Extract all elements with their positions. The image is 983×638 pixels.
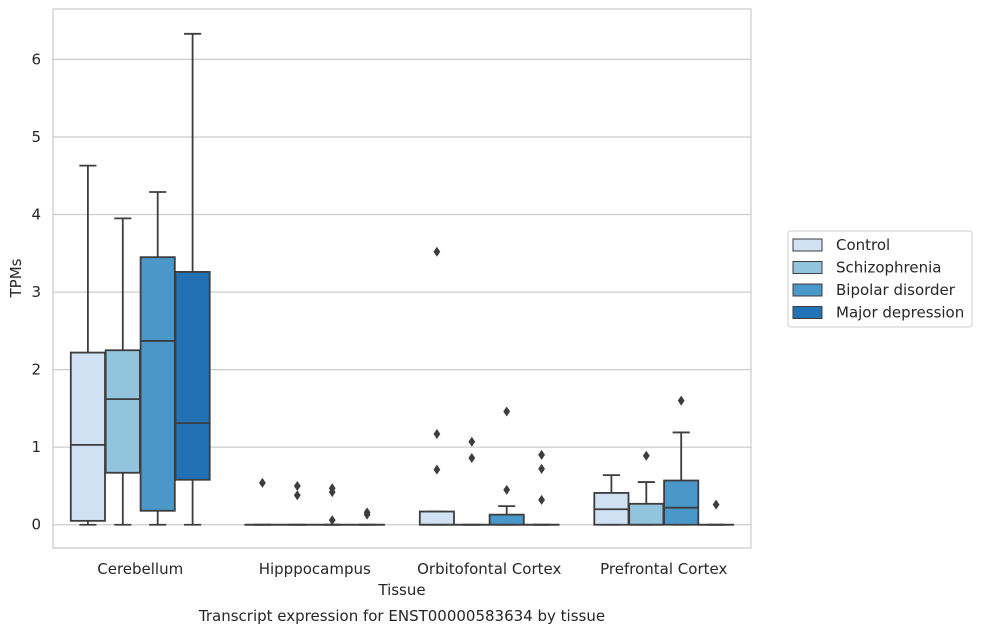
- x-tick-label: Hipppocampus: [259, 560, 371, 578]
- legend-label: Major depression: [836, 304, 964, 322]
- y-tick-label: 0: [31, 516, 41, 534]
- box: [420, 512, 454, 525]
- box: [490, 515, 524, 525]
- legend-swatch: [793, 239, 822, 251]
- x-tick-label: Cerebellum: [97, 560, 183, 578]
- x-axis-label: Tissue: [377, 581, 425, 599]
- box: [664, 481, 698, 525]
- legend-label: Control: [836, 236, 890, 254]
- legend-label: Bipolar disorder: [836, 281, 956, 299]
- y-axis-label: TPMs: [7, 258, 25, 298]
- legend-swatch: [793, 262, 822, 274]
- legend-label: Schizophrenia: [836, 259, 941, 277]
- box: [141, 257, 175, 511]
- y-tick-label: 2: [31, 361, 41, 379]
- x-tick-label: Prefrontal Cortex: [600, 560, 727, 578]
- box: [175, 272, 209, 480]
- box: [71, 353, 105, 521]
- y-tick-labels: 0 1 2 3 4 5 6: [31, 50, 41, 533]
- x-tick-labels: Cerebellum Hipppocampus Orbitofontal Corte…: [97, 560, 727, 578]
- chart-caption: Transcript expression for ENST0000058363…: [198, 607, 605, 625]
- y-tick-label: 4: [31, 206, 41, 224]
- box: [106, 350, 140, 473]
- legend: Control Schizophrenia Bipolar disorder Majo…: [788, 231, 972, 327]
- y-tick-label: 6: [31, 50, 41, 68]
- y-tick-label: 3: [31, 283, 41, 301]
- x-tick-label: Orbitofontal Cortex: [417, 560, 561, 578]
- y-tick-label: 1: [31, 438, 41, 456]
- box: [629, 504, 663, 525]
- y-tick-label: 5: [31, 128, 41, 146]
- legend-swatch: [793, 307, 822, 319]
- legend-swatch: [793, 284, 822, 296]
